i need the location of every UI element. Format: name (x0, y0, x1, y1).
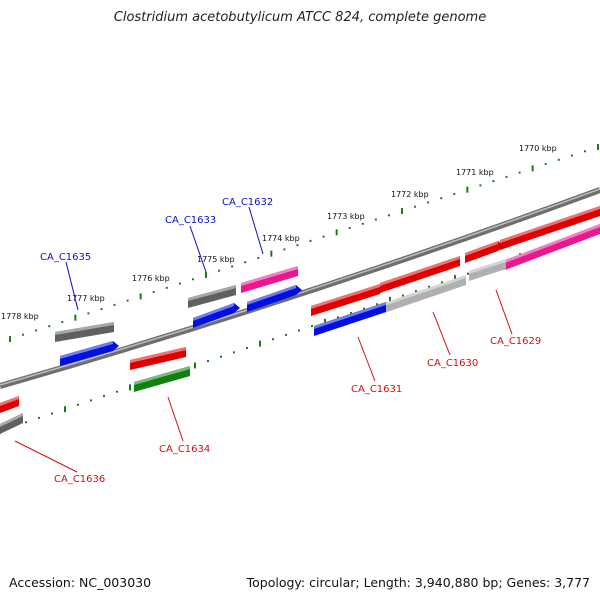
gene-block-highlight (314, 302, 386, 329)
scale-label: 1773 kbp (327, 212, 365, 221)
gene-block-highlight (247, 285, 296, 305)
gene-blocks (0, 206, 600, 434)
gene-block-highlight (384, 275, 466, 306)
gene-block-highlight (0, 413, 23, 427)
gene-block-highlight (134, 366, 190, 385)
scale-label: 1771 kbp (456, 168, 494, 177)
scale-label: 1774 kbp (262, 234, 300, 243)
gene-block-highlight (241, 266, 298, 286)
gene-label-ca-c1635: CA_C1635 (40, 252, 91, 263)
gene-label-ca-c1632: CA_C1632 (222, 197, 273, 208)
gene-block (247, 285, 302, 312)
gene-block-highlight (465, 241, 498, 256)
gene-block-highlight (469, 259, 506, 274)
map-title: Clostridium acetobutylicum ATCC 824, com… (113, 10, 487, 25)
gene-labels: CA_C1632 CA_C1633 CA_C1635 CA_C1629 CA_C… (40, 197, 541, 485)
scale-labels: 1770 kbp 1771 kbp 1772 kbp 1773 kbp 1774… (1, 144, 557, 321)
gene-block-highlight (380, 256, 460, 286)
gene-block-highlight (193, 303, 234, 321)
scale-label: 1775 kbp (197, 255, 235, 264)
gene-block (60, 341, 119, 366)
genome-stats-text: Topology: circular; Length: 3,940,880 bp… (246, 575, 590, 590)
gene-label-ca-c1633: CA_C1633 (165, 215, 216, 226)
leader-lines (14, 206, 513, 473)
gene-block-highlight (505, 224, 600, 263)
gene-block-highlight (500, 206, 600, 243)
gene-block-highlight (0, 396, 19, 406)
outer-tick-ring (9, 144, 599, 342)
scale-label: 1777 kbp (67, 294, 105, 303)
gene-block-highlight (311, 284, 380, 309)
gene-block-highlight (60, 341, 113, 359)
scale-label: 1778 kbp (1, 312, 39, 321)
gene-block-highlight (130, 347, 186, 363)
gene-label-ca-c1631: CA_C1631 (351, 384, 402, 395)
scale-label: 1770 kbp (519, 144, 557, 153)
accession-text: Accession: NC_003030 (9, 575, 152, 590)
gene-label-ca-c1629: CA_C1629 (490, 336, 541, 347)
scale-label: 1776 kbp (132, 274, 170, 283)
gene-block (193, 303, 240, 328)
gene-label-ca-c1636: CA_C1636 (54, 474, 105, 485)
gene-label-ca-c1634: CA_C1634 (159, 444, 210, 455)
gene-block (465, 241, 504, 263)
scale-label: 1772 kbp (391, 190, 429, 199)
gene-block-highlight (188, 285, 236, 301)
gene-block-highlight (55, 322, 114, 335)
genome-backbone-highlight (0, 188, 600, 386)
gene-label-ca-c1630: CA_C1630 (427, 358, 478, 369)
genome-backbone (0, 187, 600, 389)
